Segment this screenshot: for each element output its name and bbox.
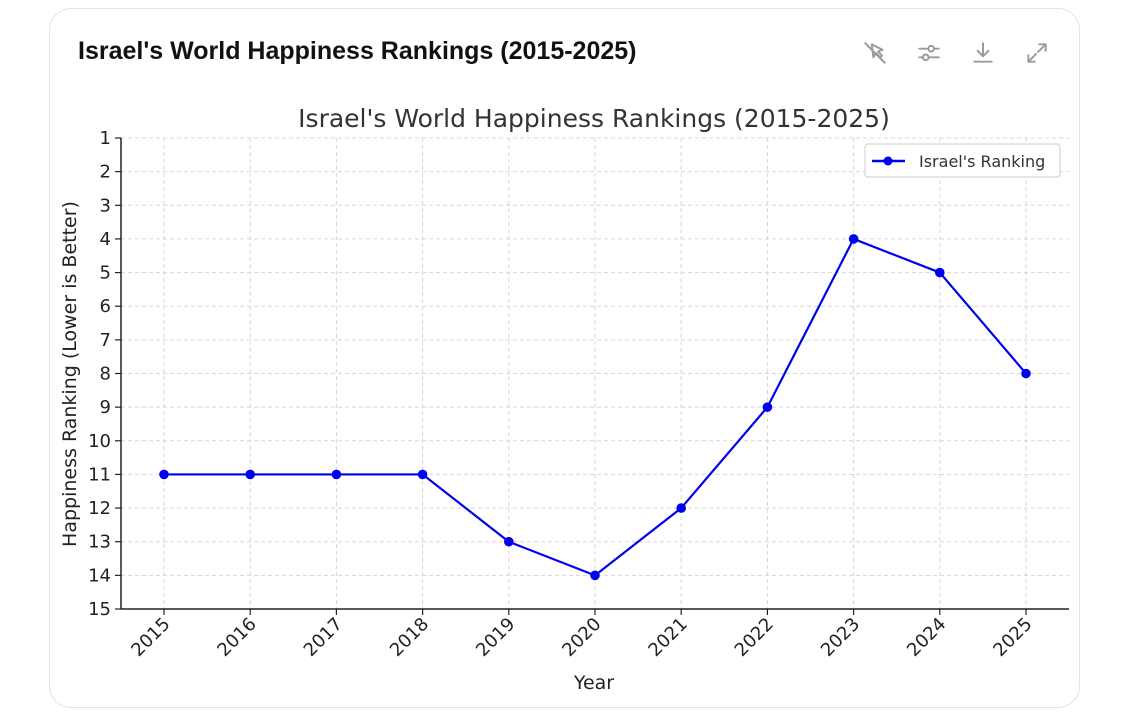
card-title: Israel's World Happiness Rankings (2015-… [78, 37, 637, 65]
chart-card: Israel's World Happiness Rankings (2015-… [49, 8, 1080, 708]
y-tick-label: 6 [100, 296, 111, 317]
legend-label: Israel's Ranking [919, 152, 1045, 171]
y-tick-label: 4 [100, 229, 111, 250]
y-axis-label: Happiness Ranking (Lower is Better) [59, 201, 81, 547]
x-tick-label: 2015 [127, 614, 174, 661]
y-tick-label: 7 [100, 330, 111, 351]
x-tick-label: 2017 [300, 614, 347, 661]
interactive-chart-button[interactable] [859, 37, 891, 69]
chart-toolbar [859, 37, 1053, 69]
y-tick-label: 11 [88, 464, 111, 485]
y-tick-label: 8 [100, 364, 111, 385]
data-point [417, 469, 428, 480]
interactive-chart-icon [864, 42, 886, 64]
legend: Israel's Ranking [864, 143, 1061, 178]
series-group [159, 234, 1031, 581]
y-tick-label: 3 [100, 195, 111, 216]
data-point [676, 503, 686, 513]
y-tick-label: 1 [100, 128, 111, 149]
data-point [245, 469, 255, 480]
y-tick-label: 15 [88, 599, 111, 620]
download-icon [973, 42, 993, 63]
settings-button[interactable] [913, 37, 945, 69]
data-point [848, 234, 859, 244]
y-tick-label: 10 [88, 431, 111, 452]
x-tick-label: 2020 [558, 614, 605, 661]
x-tick-label: 2025 [989, 614, 1036, 661]
y-tick-label: 13 [88, 532, 111, 553]
x-tick-label: 2018 [386, 614, 433, 661]
y-tick-label: 14 [88, 565, 111, 586]
data-point [762, 402, 773, 412]
chart-title: Israel's World Happiness Rankings (2015-… [298, 104, 890, 133]
expand-button[interactable] [1021, 37, 1053, 69]
data-point [331, 469, 342, 480]
grid [121, 137, 1069, 610]
x-tick-label: 2024 [903, 614, 950, 661]
x-tick-label: 2019 [472, 614, 519, 661]
x-tick-label: 2023 [817, 614, 864, 661]
download-button[interactable] [967, 37, 999, 69]
data-point [590, 570, 600, 581]
data-point [504, 536, 514, 547]
y-tick-label: 9 [100, 397, 111, 418]
y-tick-label: 12 [88, 498, 111, 519]
y-tick-label: 2 [100, 162, 111, 183]
x-tick-label: 2021 [644, 614, 691, 661]
data-point [935, 267, 945, 278]
x-tick-label: 2022 [731, 614, 778, 661]
expand-icon [1027, 43, 1047, 63]
x-axis-label: Year [573, 672, 614, 694]
x-ticks: 2015 2016 2017 2018 2019 2020 2021 2022 2023 2024… [127, 609, 1037, 661]
y-tick-label: 5 [100, 263, 111, 284]
data-point [159, 469, 169, 480]
settings-sliders-icon [918, 44, 940, 62]
x-tick-label: 2016 [213, 614, 260, 661]
data-point [1021, 368, 1031, 379]
legend-marker [883, 156, 893, 166]
legend-box [864, 143, 1061, 178]
